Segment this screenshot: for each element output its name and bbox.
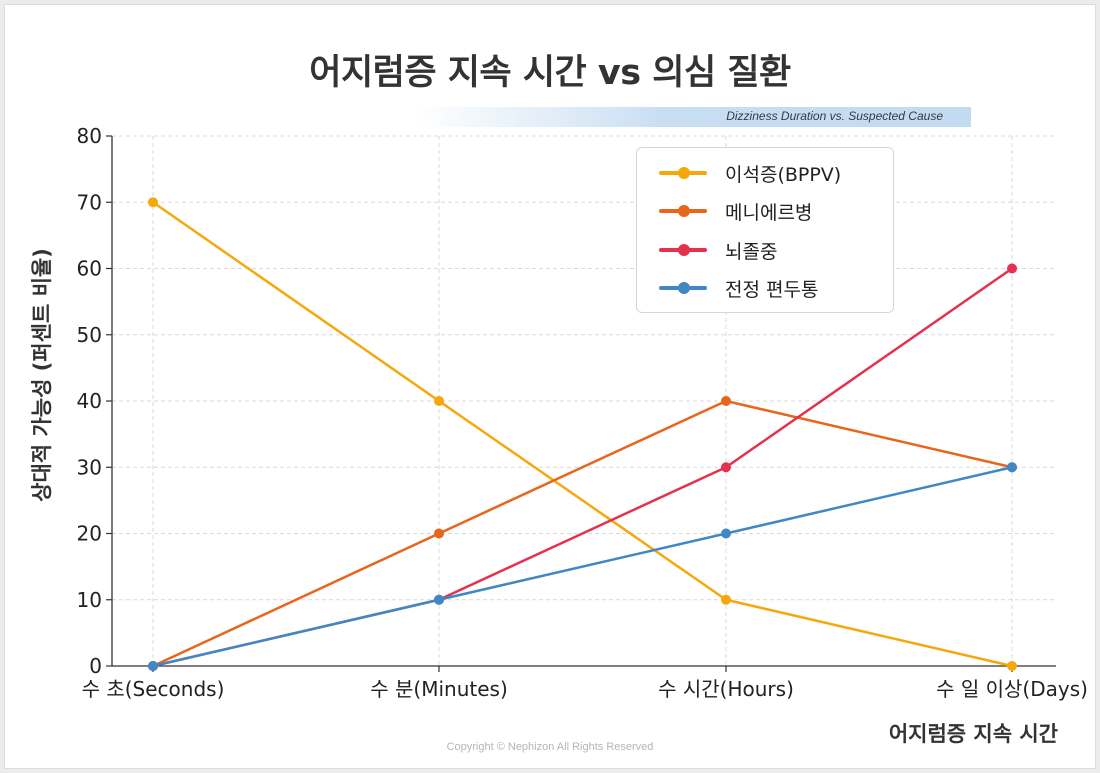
series-line bbox=[152, 466, 1013, 668]
subtitle-band: Dizziness Duration vs. Suspected Cause bbox=[415, 107, 971, 127]
legend-item-bppv: 이석증(BPPV) bbox=[659, 161, 842, 186]
y-tick-label: 60 bbox=[77, 257, 102, 281]
data-point bbox=[721, 462, 731, 473]
x-tick-label: 수 분(Minutes) bbox=[370, 677, 508, 701]
data-point bbox=[721, 396, 731, 406]
y-axis-title: 상대적 가능성 (퍼센트 비율) bbox=[30, 248, 54, 502]
chart-title: 어지럼증 지속 시간 vs 의심 질환 bbox=[309, 53, 791, 93]
data-point bbox=[434, 396, 444, 406]
y-tick-label: 0 bbox=[89, 654, 102, 678]
x-tick-label: 수 초(Seconds) bbox=[82, 677, 225, 701]
data-point bbox=[721, 528, 731, 539]
legend-marker bbox=[678, 205, 690, 217]
y-tick-label: 30 bbox=[77, 455, 102, 479]
x-tick-label: 수 일 이상(Days) bbox=[936, 677, 1088, 701]
data-point bbox=[1007, 263, 1017, 274]
y-tick-label: 40 bbox=[77, 389, 102, 413]
legend-item-vestibular-migraine: 전정 편두통 bbox=[659, 276, 819, 301]
legend-marker bbox=[678, 244, 690, 256]
x-tick-label: 수 시간(Hours) bbox=[658, 677, 794, 701]
data-point bbox=[434, 594, 444, 605]
legend-swatch bbox=[659, 205, 707, 217]
legend-marker bbox=[678, 167, 690, 179]
legend-marker bbox=[678, 282, 690, 294]
data-point bbox=[148, 661, 158, 671]
legend-item-stroke: 뇌졸중 bbox=[659, 238, 778, 263]
data-point bbox=[1007, 661, 1017, 671]
y-tick-label: 50 bbox=[77, 323, 102, 347]
y-tick-label: 80 bbox=[77, 124, 102, 148]
legend-swatch bbox=[659, 282, 707, 294]
series-line bbox=[152, 201, 1013, 668]
data-point bbox=[434, 528, 444, 539]
legend-item-menieres: 메니에르병 bbox=[659, 199, 813, 224]
series-line bbox=[152, 399, 1013, 668]
chart-frame bbox=[4, 4, 1096, 769]
x-axis-title: 어지럼증 지속 시간 bbox=[888, 722, 1058, 746]
y-tick-label: 70 bbox=[77, 190, 102, 214]
data-point bbox=[1007, 462, 1017, 473]
copyright-footer: Copyright © Nephizon All Rights Reserved bbox=[446, 741, 654, 753]
y-tick-label: 10 bbox=[77, 588, 102, 612]
data-point bbox=[148, 197, 158, 208]
legend-label: 뇌졸중 bbox=[725, 240, 778, 263]
legend-swatch bbox=[659, 167, 707, 179]
legend-label: 이석증(BPPV) bbox=[725, 163, 842, 186]
data-point bbox=[721, 594, 731, 605]
chart-subtitle: Dizziness Duration vs. Suspected Cause bbox=[726, 109, 943, 123]
legend-label: 메니에르병 bbox=[725, 201, 813, 224]
y-tick-label: 20 bbox=[77, 522, 102, 546]
legend: 이석증(BPPV) 메니에르병 뇌졸중 전정 편두통 bbox=[636, 147, 894, 313]
legend-label: 전정 편두통 bbox=[725, 278, 819, 301]
legend-swatch bbox=[659, 244, 707, 256]
